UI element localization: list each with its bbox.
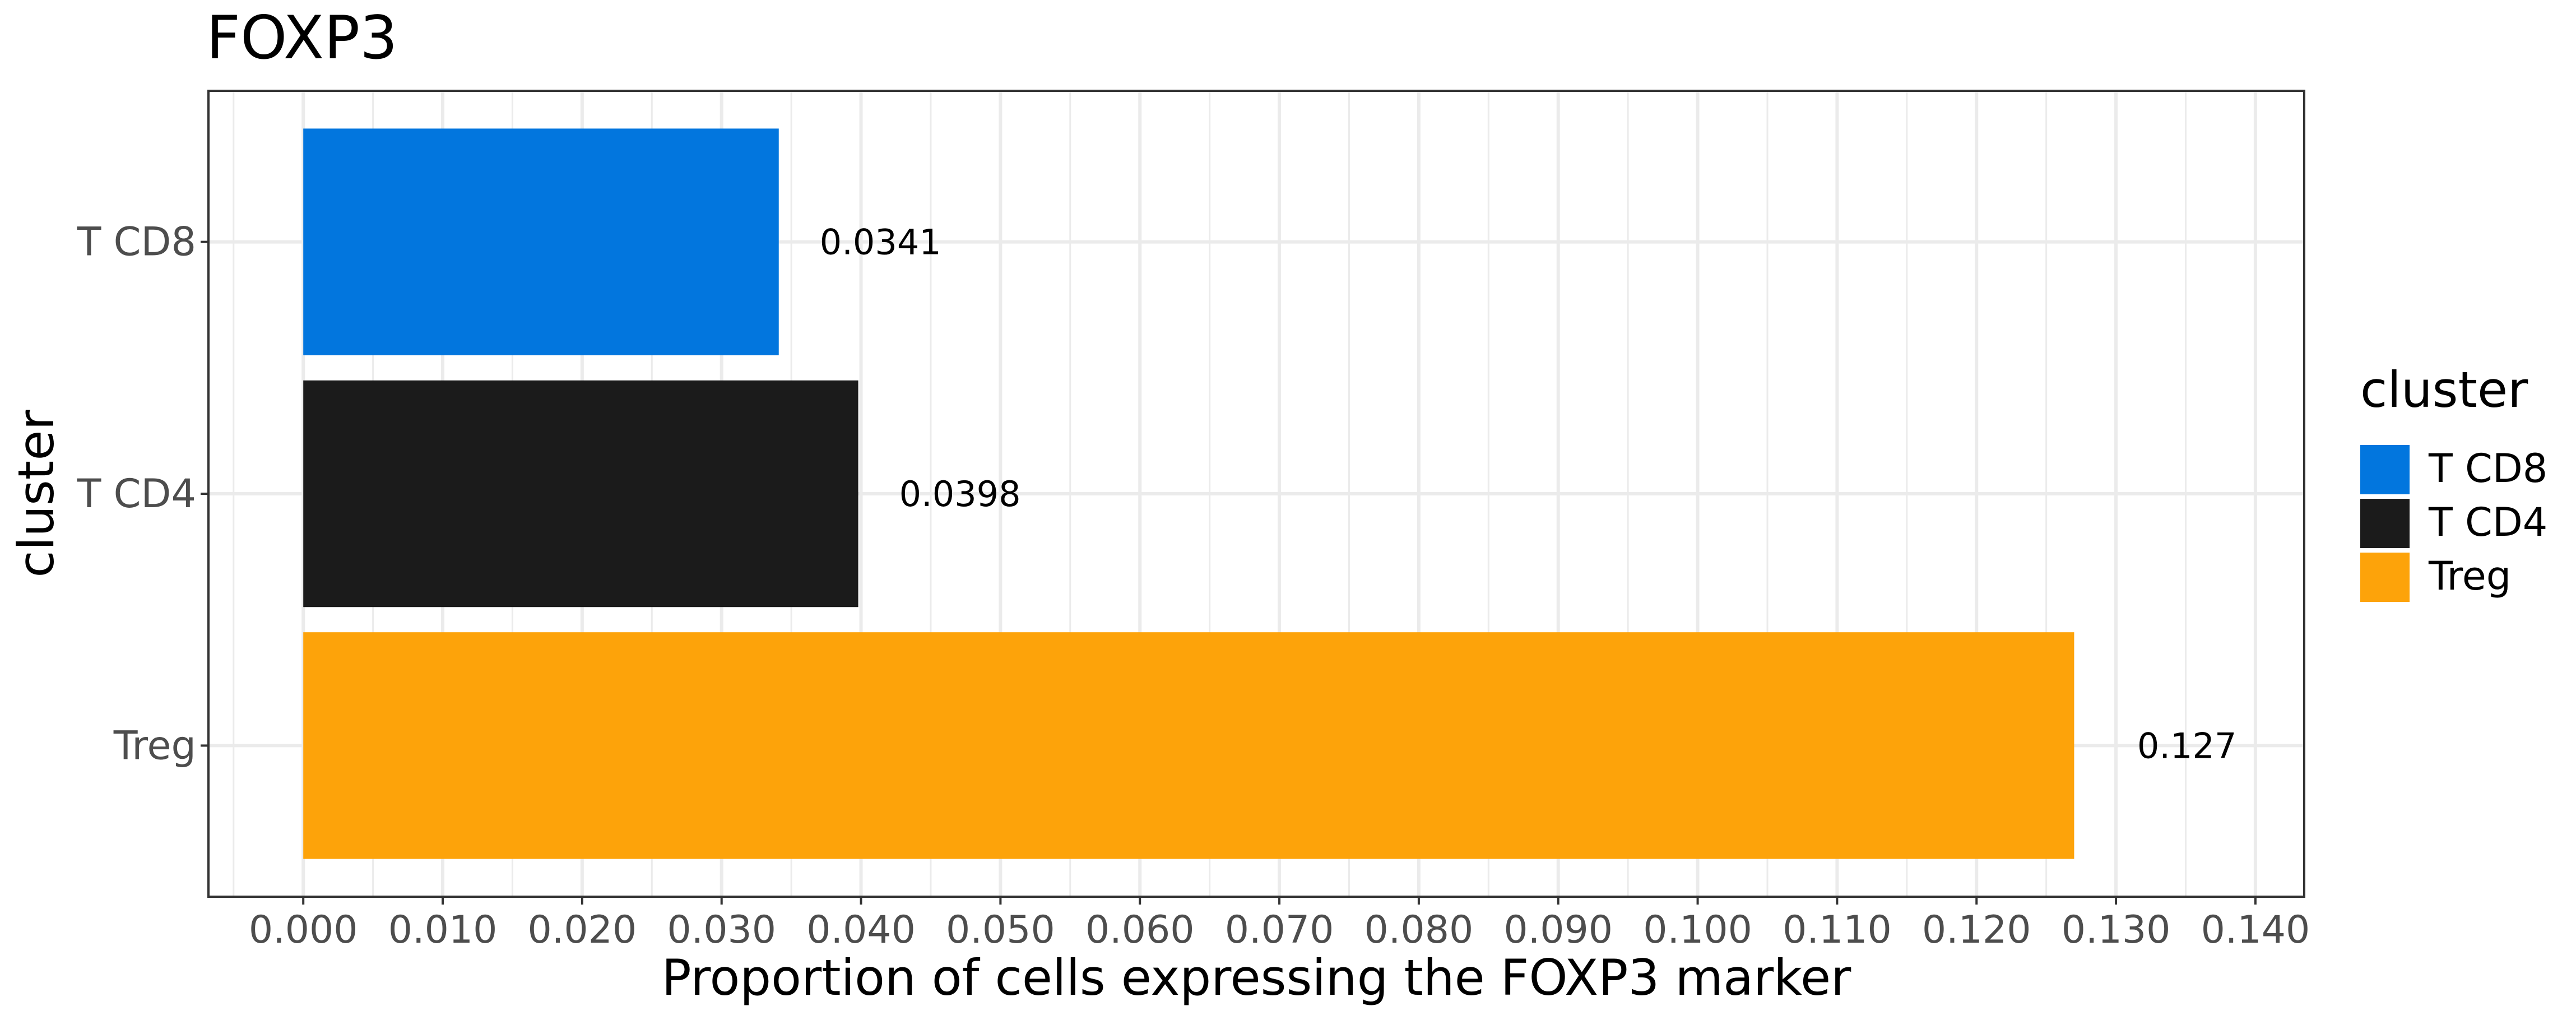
legend-label: T CD4 (2428, 499, 2547, 545)
x-axis-title: Proportion of cells expressing the FOXP3… (662, 949, 1851, 1007)
y-tick-label: T CD4 (77, 471, 196, 517)
x-tick-label: 0.060 (1085, 908, 1195, 952)
x-tick-label: 0.130 (2062, 908, 2171, 952)
bar-t-cd8 (303, 128, 779, 355)
y-tick-label: Treg (113, 722, 196, 768)
x-tick-label: 0.110 (1783, 908, 1892, 952)
legend-key (2360, 499, 2410, 548)
x-tick-label: 0.140 (2201, 908, 2310, 952)
x-tick-label: 0.090 (1503, 908, 1613, 952)
y-axis-title: cluster (7, 410, 65, 578)
x-tick-label: 0.100 (1643, 908, 1752, 952)
x-tick-label: 0.000 (249, 908, 358, 952)
x-tick-label: 0.030 (667, 908, 776, 952)
x-tick-label: 0.020 (528, 908, 637, 952)
x-tick-label: 0.080 (1364, 908, 1474, 952)
bar-value-label: 0.0398 (899, 474, 1021, 514)
x-tick-label: 0.050 (946, 908, 1055, 952)
bar-t-cd4 (303, 380, 858, 608)
legend-title: cluster (2360, 361, 2528, 419)
legend-label: Treg (2428, 553, 2511, 599)
x-tick-label: 0.010 (388, 908, 498, 952)
legend-label: T CD8 (2428, 446, 2547, 492)
legend-key (2360, 553, 2410, 602)
x-tick-label: 0.120 (1922, 908, 2031, 952)
bar-value-label: 0.0341 (820, 222, 941, 263)
x-tick-label: 0.070 (1225, 908, 1334, 952)
bar-treg (303, 632, 2074, 859)
x-tick-label: 0.040 (806, 908, 916, 952)
bar-value-label: 0.127 (2137, 725, 2237, 766)
chart-title: FOXP3 (206, 3, 398, 72)
legend-key (2360, 445, 2410, 494)
y-tick-label: T CD8 (77, 219, 196, 265)
